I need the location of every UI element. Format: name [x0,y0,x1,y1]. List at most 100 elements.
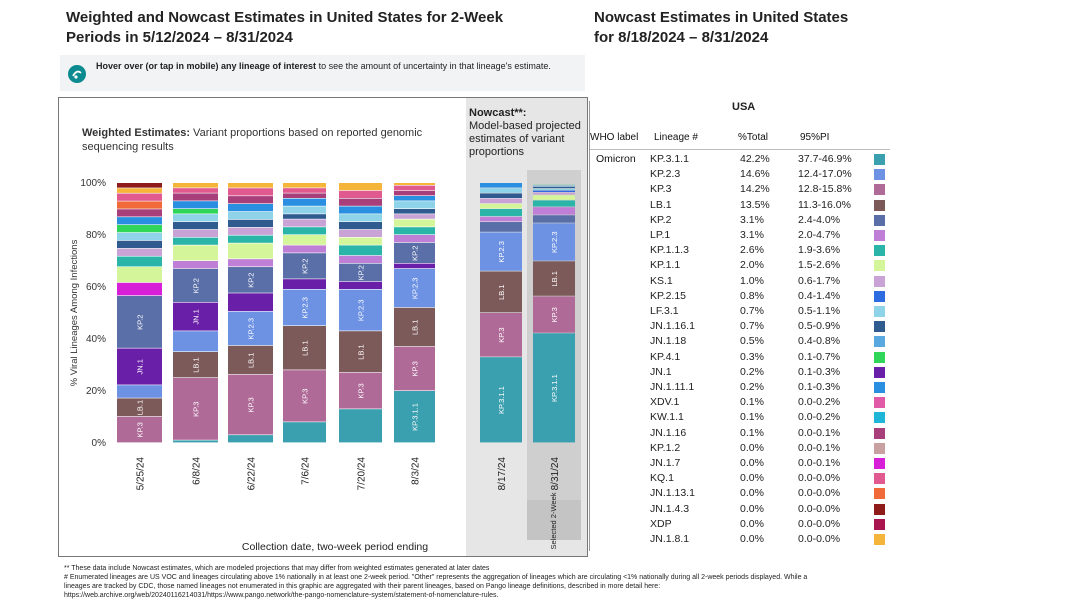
bar-segment [394,346,435,391]
header-lineage: Lineage # [654,132,698,143]
bar-segment-label: KP.2.3 [550,231,559,253]
lineage-row[interactable]: JN.1.13.1 0.0% 0.0-0.0% [594,486,894,501]
bar-segment [117,295,162,348]
footnote-enumerated: # Enumerated lineages are US VOC and lin… [64,574,808,581]
hover-hint-text: Hover over (or tap in mobile) any lineag… [96,60,576,72]
x-tick-label: 7/6/24 [301,457,312,485]
bar-segment-label: KP.2 [357,265,366,280]
lineage-lineage: LB.1 [650,198,672,211]
bar-segment [228,374,273,435]
lineage-pi: 1.5-2.6% [798,259,841,272]
lineage-row[interactable]: JN.1.8.1 0.0% 0.0-0.0% [594,532,894,547]
bar-segment [173,209,218,214]
lineage-lineage: JN.1.7 [650,457,681,469]
lineage-row[interactable]: KP.3.1.1 42.2% 37.7-46.9% [594,152,894,167]
lineage-row[interactable]: KP.1.1.3 2.6% 1.9-3.6% [594,243,894,258]
header-pi: 95%PI [800,132,830,143]
lineage-lineage: KP.4.1 [650,350,681,363]
lineage-row[interactable]: KP.2.3 14.6% 12.4-17.0% [594,167,894,182]
lineage-row[interactable]: JN.1.16 0.1% 0.0-0.1% [594,426,894,441]
bar-segment [480,222,522,232]
bar-segment [283,214,326,219]
bar-segment [394,185,435,191]
bar-segment [173,268,218,302]
lineage-row[interactable]: KP.2.15 0.8% 0.4-1.4% [594,289,894,304]
selected-period-label: Selected 2-Week [549,492,558,549]
bar-segment [283,188,326,193]
lineage-lineage: KS.1 [650,274,673,287]
lineage-row[interactable]: JN.1 0.2% 0.1-0.3% [594,365,894,380]
hover-hint-bold: Hover over (or tap in mobile) any lineag… [96,61,317,71]
lineage-row[interactable]: KP.1.2 0.0% 0.0-0.1% [594,441,894,456]
bar-segment [228,345,273,375]
lineage-row[interactable]: KP.1.1 2.0% 1.5-2.6% [594,258,894,273]
bar-segment [173,214,218,222]
bar-segment [173,237,218,245]
lineage-row[interactable]: KW.1.1 0.1% 0.0-0.2% [594,410,894,425]
bar-segment [283,183,326,188]
right-title-line1: Nowcast Estimates in United States [594,9,849,26]
lineage-color-swatch [874,184,885,196]
bar-segment [117,225,162,233]
lineage-total: 0.0% [740,441,764,454]
lineage-total: 0.7% [740,320,764,333]
lineage-row[interactable]: XDP 0.0% 0.0-0.0% [594,517,894,532]
lineage-total: 0.2% [740,381,764,393]
lineage-row[interactable]: LB.1 13.5% 11.3-16.0% [594,198,894,213]
lineage-lineage: LP.1 [650,229,671,241]
lineage-total: 3.1% [740,229,764,241]
lineage-row[interactable]: JN.1.18 0.5% 0.4-0.8% [594,334,894,349]
bar-segment [394,201,435,209]
lineage-row[interactable]: JN.1.11.1 0.2% 0.1-0.3% [594,380,894,395]
nowcast-label-rest: Model-based projected estimates of varia… [469,120,581,158]
lineage-row[interactable]: JN.1.4.3 0.0% 0.0-0.0% [594,502,894,517]
lineage-row[interactable]: JN.1.7 0.0% 0.0-0.1% [594,456,894,471]
lineage-color-swatch [874,366,885,378]
bar-segment [480,188,522,193]
bar-segment [173,229,218,237]
y-tick-label: 40% [86,334,106,345]
lineage-color-swatch [874,336,885,348]
selected-label-box [527,500,581,540]
lineage-color-swatch [874,306,885,317]
bar-segment [480,232,522,271]
bar-segment [533,192,575,195]
bar-segment [283,289,326,326]
lineage-pi: 0.0-0.0% [798,517,841,530]
bar-segment [117,188,162,193]
table-region-label: USA [732,101,756,113]
lineage-row[interactable]: JN.1.16.1 0.7% 0.5-0.9% [594,319,894,334]
lineage-pi: 0.0-0.0% [798,533,841,545]
bar-segment [173,188,218,193]
lineage-row[interactable]: KP.2 3.1% 2.4-4.0% [594,213,894,228]
lineage-lineage: KP.3 [650,183,672,196]
x-tick-label: 5/25/24 [136,457,147,491]
weighted-label-rest: Variant proportions based on reported ge… [82,127,423,153]
header-who: WHO label [590,132,639,143]
lineage-color-swatch [874,275,885,287]
hover-hint-rest: to see the amount of uncertainty in that… [316,61,551,71]
bar-segment [339,409,382,443]
lineage-total: 0.1% [740,396,764,409]
lineage-row[interactable]: LP.1 3.1% 2.0-4.7% [594,228,894,243]
lineage-row[interactable]: KP.4.1 0.3% 0.1-0.7% [594,350,894,365]
lineage-row[interactable]: KQ.1 0.0% 0.0-0.0% [594,471,894,486]
x-tick-label: 8/3/24 [411,457,422,485]
lineage-row[interactable]: KS.1 1.0% 0.6-1.7% [594,274,894,289]
weighted-label-bold: Weighted Estimates: [82,127,190,139]
bar-segment [228,204,273,212]
bar-segment-label: KP.2 [136,315,145,330]
bar-segment [283,245,326,253]
lineage-total: 0.1% [740,411,764,424]
lineage-row[interactable]: KP.3 14.2% 12.8-15.8% [594,182,894,197]
lineage-row[interactable]: LF.3.1 0.7% 0.5-1.1% [594,304,894,319]
bar-segment [339,183,382,191]
hover-icon [68,65,86,83]
y-tick-label: 0% [92,438,107,449]
bar-segment-label: JN.1 [136,359,145,374]
who-label-omicron: Omicron [596,153,636,165]
nowcast-label: Nowcast**: Model-based projected estimat… [469,107,587,159]
lineage-lineage: KP.1.1.3 [650,244,689,257]
bar-segment [339,190,382,198]
lineage-row[interactable]: XDV.1 0.1% 0.0-0.2% [594,395,894,410]
